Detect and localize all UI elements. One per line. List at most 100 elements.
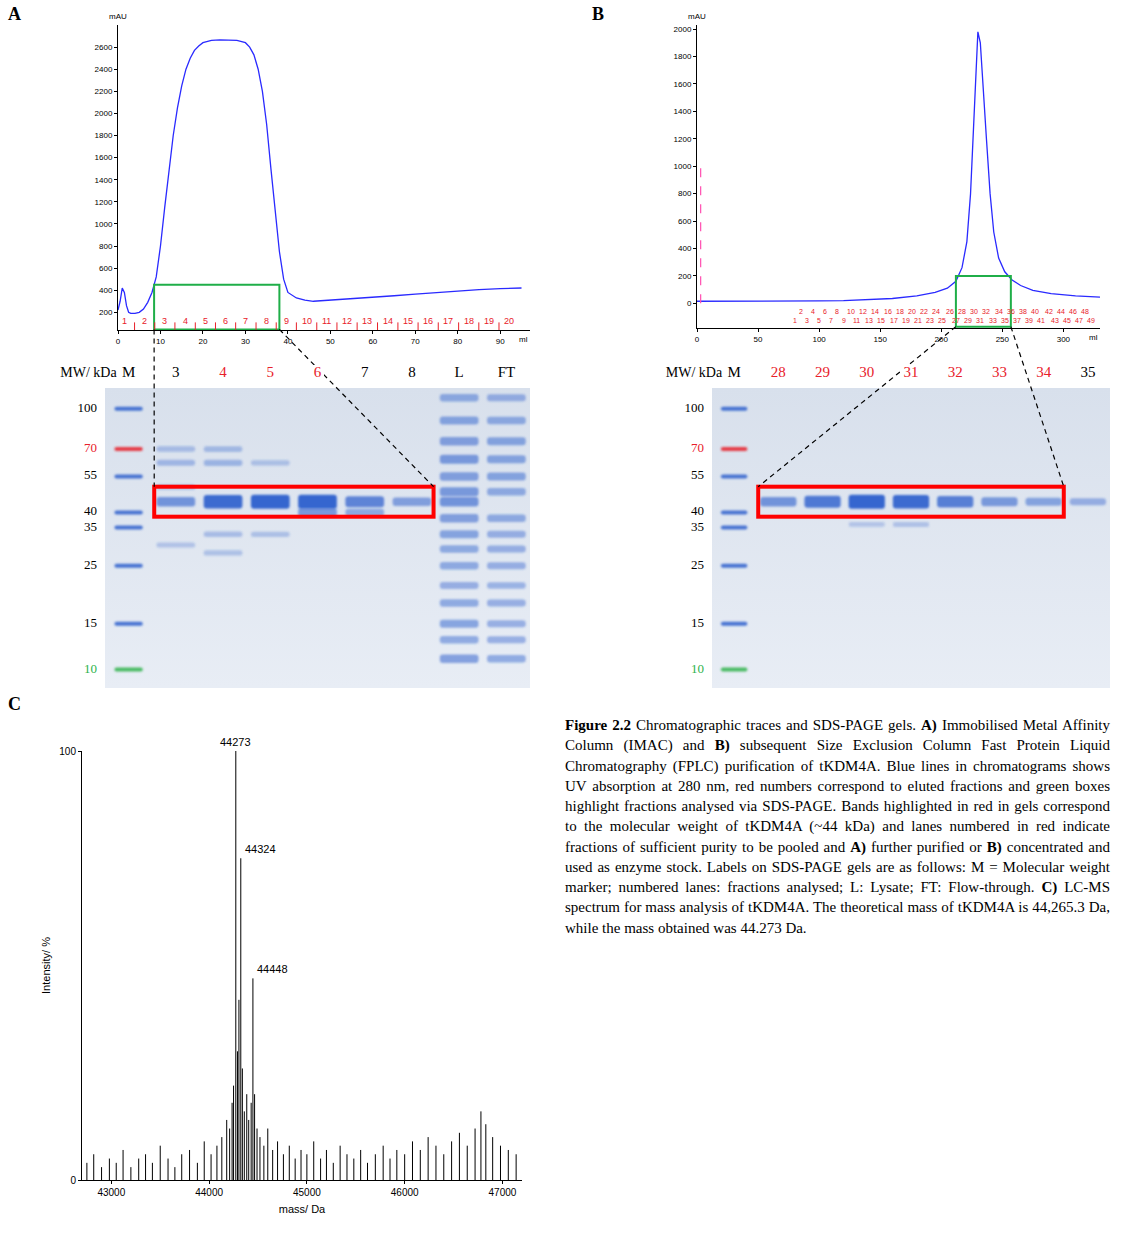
svg-text:13: 13 (362, 316, 372, 326)
svg-text:44273: 44273 (220, 736, 251, 748)
svg-text:2: 2 (142, 316, 147, 326)
svg-text:400: 400 (678, 244, 692, 253)
svg-text:7: 7 (361, 364, 369, 380)
svg-text:0: 0 (70, 1175, 76, 1186)
svg-text:34: 34 (1036, 364, 1052, 380)
svg-text:30: 30 (241, 337, 250, 346)
svg-text:30: 30 (970, 308, 978, 315)
svg-text:FT: FT (498, 364, 516, 380)
svg-text:3: 3 (172, 364, 180, 380)
svg-text:46: 46 (1069, 308, 1077, 315)
svg-text:6: 6 (823, 308, 827, 315)
svg-text:1000: 1000 (95, 220, 113, 229)
svg-text:21: 21 (914, 317, 922, 324)
svg-text:32: 32 (948, 364, 963, 380)
svg-text:60: 60 (368, 337, 377, 346)
svg-text:400: 400 (99, 286, 113, 295)
svg-text:28: 28 (771, 364, 786, 380)
svg-text:2400: 2400 (95, 65, 113, 74)
svg-text:11: 11 (853, 317, 860, 324)
svg-text:23: 23 (926, 317, 934, 324)
svg-text:48: 48 (1081, 308, 1089, 315)
svg-text:100: 100 (59, 746, 76, 757)
svg-text:13: 13 (865, 317, 873, 324)
svg-text:43: 43 (1051, 317, 1059, 324)
svg-text:600: 600 (678, 217, 692, 226)
svg-text:1400: 1400 (674, 107, 692, 116)
svg-text:16: 16 (884, 308, 892, 315)
svg-text:40: 40 (283, 337, 292, 346)
svg-text:15: 15 (691, 615, 704, 630)
svg-text:10: 10 (847, 308, 855, 315)
svg-text:6: 6 (314, 364, 322, 380)
svg-text:1000: 1000 (674, 162, 692, 171)
svg-text:mAU: mAU (109, 12, 127, 21)
svg-text:47000: 47000 (489, 1187, 517, 1198)
svg-text:14: 14 (383, 316, 393, 326)
svg-text:25: 25 (938, 317, 946, 324)
svg-text:40: 40 (1031, 308, 1039, 315)
svg-text:9: 9 (842, 317, 846, 324)
svg-text:1400: 1400 (95, 176, 113, 185)
svg-text:10: 10 (302, 316, 312, 326)
svg-text:16: 16 (423, 316, 433, 326)
svg-text:44448: 44448 (257, 963, 288, 975)
svg-text:Intensity/ %: Intensity/ % (40, 937, 52, 994)
svg-text:27: 27 (952, 317, 960, 324)
svg-text:34: 34 (995, 308, 1003, 315)
svg-text:300: 300 (1057, 335, 1071, 344)
svg-text:15: 15 (877, 317, 885, 324)
svg-text:28: 28 (958, 308, 966, 315)
svg-text:3: 3 (805, 317, 809, 324)
svg-text:100: 100 (812, 335, 826, 344)
svg-text:39: 39 (1025, 317, 1033, 324)
svg-text:18: 18 (896, 308, 904, 315)
svg-text:1200: 1200 (95, 198, 113, 207)
svg-text:1: 1 (122, 316, 127, 326)
svg-text:1800: 1800 (95, 131, 113, 140)
svg-text:43000: 43000 (97, 1187, 125, 1198)
svg-text:150: 150 (874, 335, 888, 344)
svg-text:5: 5 (267, 364, 275, 380)
svg-text:M: M (727, 364, 740, 380)
svg-text:29: 29 (964, 317, 972, 324)
svg-text:6: 6 (223, 316, 228, 326)
svg-text:46000: 46000 (391, 1187, 419, 1198)
svg-text:35: 35 (1001, 317, 1009, 324)
svg-text:25: 25 (84, 557, 97, 572)
svg-text:26: 26 (946, 308, 954, 315)
svg-text:4: 4 (219, 364, 227, 380)
svg-text:mass/ Da: mass/ Da (279, 1203, 326, 1215)
svg-text:40: 40 (691, 503, 704, 518)
svg-text:9: 9 (284, 316, 289, 326)
svg-text:2: 2 (799, 308, 803, 315)
svg-text:30: 30 (859, 364, 874, 380)
svg-text:2600: 2600 (95, 43, 113, 52)
svg-text:1800: 1800 (674, 52, 692, 61)
svg-text:42: 42 (1045, 308, 1053, 315)
svg-text:4: 4 (183, 316, 188, 326)
svg-text:17: 17 (890, 317, 898, 324)
svg-text:ml: ml (519, 335, 528, 344)
svg-text:35: 35 (1080, 364, 1095, 380)
svg-text:12: 12 (859, 308, 867, 315)
svg-text:0: 0 (116, 337, 121, 346)
svg-text:35: 35 (84, 519, 97, 534)
svg-text:29: 29 (815, 364, 830, 380)
svg-text:20: 20 (198, 337, 207, 346)
svg-text:38: 38 (1019, 308, 1027, 315)
svg-text:90: 90 (496, 337, 505, 346)
svg-text:33: 33 (992, 364, 1007, 380)
svg-text:4: 4 (811, 308, 815, 315)
svg-text:15: 15 (84, 615, 97, 630)
svg-text:32: 32 (982, 308, 990, 315)
svg-text:1200: 1200 (674, 135, 692, 144)
svg-text:24: 24 (932, 308, 940, 315)
svg-text:80: 80 (453, 337, 462, 346)
svg-text:1600: 1600 (674, 80, 692, 89)
svg-text:0: 0 (687, 299, 692, 308)
svg-text:5: 5 (817, 317, 821, 324)
svg-text:1600: 1600 (95, 153, 113, 162)
svg-text:7: 7 (829, 317, 833, 324)
svg-text:800: 800 (678, 189, 692, 198)
